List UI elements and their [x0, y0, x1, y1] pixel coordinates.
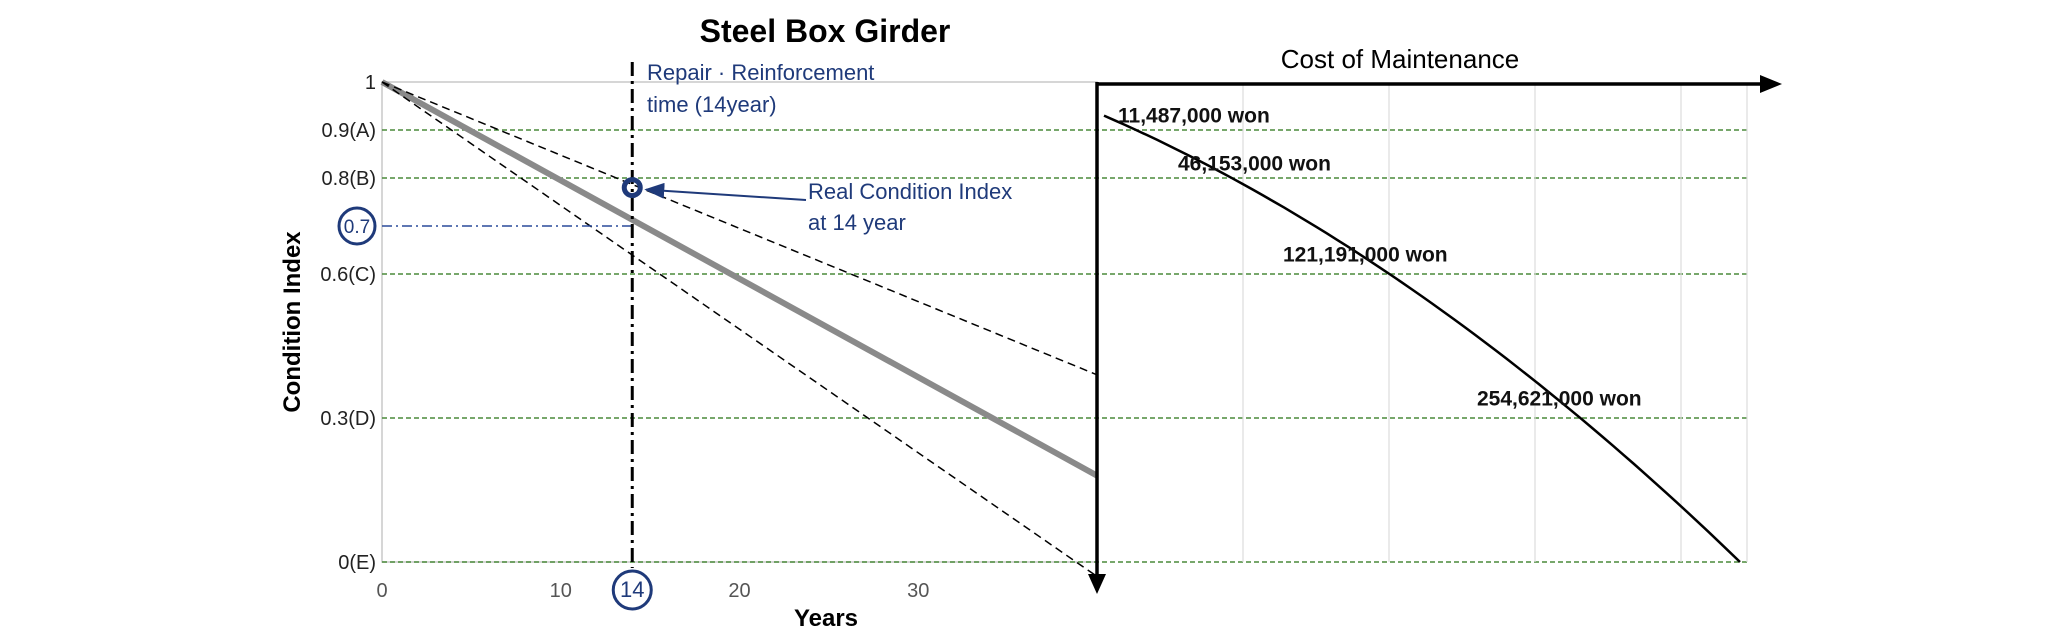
series-dashed-upper [381, 81, 1098, 376]
cost-axis-right-arrowhead [1760, 75, 1782, 93]
real-index-annotation-line-2: at 14 year [808, 210, 906, 235]
cost-label-2: 121,191,000 won [1283, 244, 1448, 267]
left-plot-area [381, 81, 1098, 563]
series-solid-gray [380, 79, 1099, 479]
y-tick-label: 0.3(D) [320, 408, 376, 430]
x-tick-label: 10 [550, 580, 572, 602]
chart-title: Steel Box Girder [700, 13, 951, 49]
grade-lines [382, 129, 1747, 563]
cost-panel-title: Cost of Maintenance [1281, 44, 1519, 74]
y-tick-highlight-circle [337, 206, 377, 246]
y-tick-label: 0(E) [338, 552, 376, 574]
x-axis-label: Years [794, 605, 858, 632]
x-tick-label: 0 [376, 580, 387, 602]
y-tick-label: 0.6(C) [320, 264, 376, 286]
x-tick-label: 14 [620, 577, 644, 602]
cost-axis-down-arrowhead [1088, 574, 1106, 594]
y-axis-label: Condition Index [279, 231, 306, 413]
repair-annotation-line-2: time (14year) [647, 92, 777, 117]
x-tick-label: 30 [907, 580, 929, 602]
cost-label-1: 46,153,000 won [1178, 152, 1331, 175]
y-tick-label: 1 [365, 72, 376, 94]
real-index-arrow [644, 182, 807, 201]
cost-curve [1103, 114, 1741, 563]
y-tick-label: 0.8(B) [322, 168, 376, 190]
x-tick-labels: 0 10 14 20 30 [376, 569, 929, 611]
y-tick-label: 0.7 [344, 217, 370, 238]
x-tick-highlight-circle [611, 569, 653, 611]
real-index-annotation-line-1: Real Condition Index [808, 179, 1012, 204]
y-tick-labels: 1 0.9(A) 0.8(B) 0.7 0.6(C) 0.3(D) 0(E) [320, 72, 377, 574]
condition-series [380, 79, 1099, 578]
cost-label-3: 254,621,000 won [1477, 388, 1642, 411]
repair-annotation-line-1: Repair · Reinforcement [647, 60, 874, 85]
x-tick-label: 20 [728, 580, 750, 602]
series-dashed-lower [381, 81, 1098, 578]
y-tick-label: 0.9(A) [322, 120, 376, 142]
cost-labels: 11,487,000 won 46,153,000 won 121,191,000 … [1118, 104, 1642, 410]
real-condition-point [621, 177, 643, 199]
cost-label-0: 11,487,000 won [1118, 104, 1270, 127]
